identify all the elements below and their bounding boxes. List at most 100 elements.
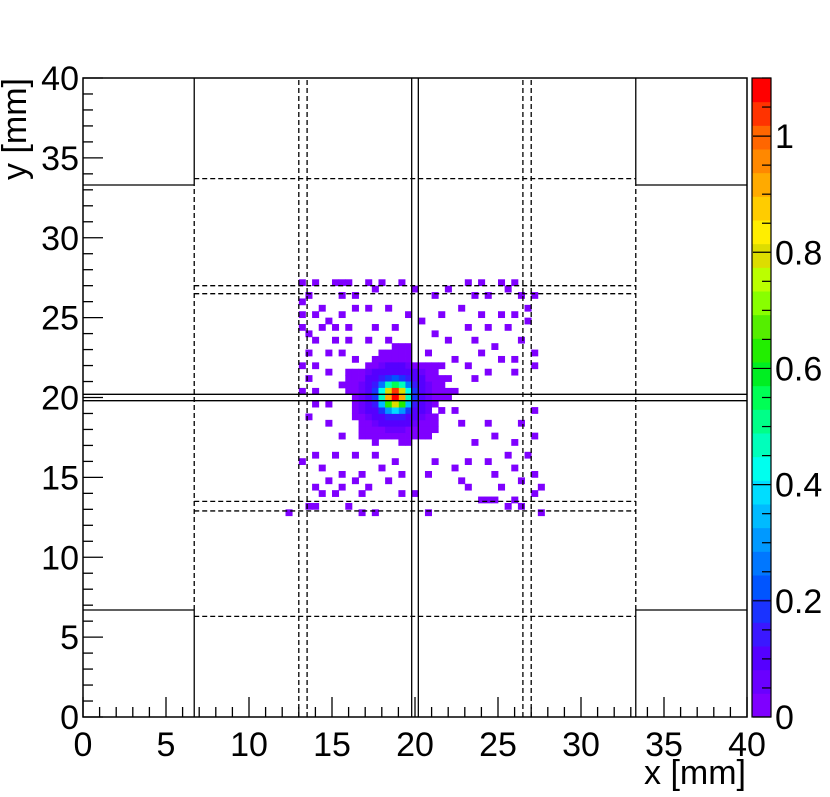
heatmap-bin	[424, 381, 432, 389]
heatmap-bin	[517, 502, 525, 510]
heatmap-bin	[504, 324, 512, 331]
colorbar-segment	[752, 78, 771, 103]
x-tick-label: 10	[230, 726, 268, 764]
heatmap-bin	[312, 451, 320, 459]
heatmap-bin	[391, 375, 399, 382]
heatmap-bin	[438, 375, 446, 382]
heatmap-bin	[305, 502, 313, 510]
heatmap-bin	[365, 419, 373, 427]
heatmap-bin	[325, 400, 333, 408]
heatmap-bin	[325, 368, 333, 376]
heatmap-bin	[451, 464, 459, 472]
heatmap-bin	[365, 368, 373, 376]
heatmap-bin	[398, 279, 406, 287]
heatmap-bin	[332, 451, 340, 459]
heatmap-bin	[411, 387, 419, 395]
heatmap-bin	[332, 490, 340, 497]
heatmap-bin	[484, 419, 492, 427]
x-tick-label: 15	[313, 726, 351, 764]
y-tick-label: 0	[60, 699, 79, 737]
heatmap-bin	[325, 477, 333, 485]
x-tick-label: 20	[396, 726, 434, 764]
heatmap-bin	[451, 355, 459, 363]
heatmap-bin	[351, 394, 359, 402]
heatmap-bin	[438, 387, 446, 395]
heatmap-bin	[365, 362, 373, 370]
colorbar-tick-label: 0.8	[775, 234, 822, 272]
heatmap-bin	[464, 324, 472, 331]
heatmap-bin	[458, 419, 466, 427]
heatmap-bin	[398, 470, 406, 478]
heatmap-bin	[371, 509, 379, 517]
colorbar-segment	[752, 243, 771, 268]
heatmap-bin	[365, 279, 373, 287]
heatmap-bin	[358, 419, 366, 427]
colorbar-segment	[752, 433, 771, 458]
heatmap-bin	[424, 413, 432, 421]
heatmap-bin	[378, 355, 386, 363]
y-tick-label: 5	[60, 619, 79, 657]
heatmap-bin	[431, 381, 439, 389]
heatmap-bin	[431, 413, 439, 421]
heatmap-bin	[431, 368, 439, 376]
heatmap-bin	[385, 362, 393, 370]
heatmap-bin	[391, 419, 399, 427]
heatmap-bin	[378, 279, 386, 287]
heatmap-bin	[471, 439, 479, 446]
heatmap-bin	[431, 292, 439, 299]
heatmap-bin	[358, 490, 366, 497]
heatmap-bin	[504, 502, 512, 510]
heatmap-bin	[305, 292, 313, 299]
heatmap-bin	[371, 324, 379, 331]
heatmap-bin	[378, 387, 386, 395]
heatmap-bin	[391, 362, 399, 370]
heatmap-bin	[405, 387, 413, 395]
heatmap-bin	[391, 432, 399, 440]
y-tick-label: 15	[41, 459, 79, 497]
heatmap-bin	[504, 285, 512, 293]
heatmap-bin	[531, 362, 539, 370]
colorbar-segment	[752, 338, 771, 363]
heatmap-bin	[371, 375, 379, 382]
heatmap-bin	[338, 432, 346, 440]
heatmap-bin	[378, 349, 386, 357]
heatmap-bin	[471, 292, 479, 299]
colorbar-segment	[752, 267, 771, 292]
heatmap-bin	[418, 413, 426, 421]
heatmap-bin	[451, 387, 459, 395]
heatmap-bin	[351, 304, 359, 312]
heatmap-bin	[491, 432, 499, 440]
heatmap-bin	[517, 477, 525, 485]
heatmap-bin	[411, 368, 419, 376]
heatmap-bin	[411, 407, 419, 414]
heatmap-bin	[444, 375, 452, 382]
heatmap-bin	[378, 413, 386, 421]
heatmap-bin	[531, 432, 539, 440]
heatmap-bin	[365, 483, 373, 491]
heatmap-bin	[358, 509, 366, 517]
y-tick-label: 35	[41, 140, 79, 178]
heatmap-bin	[438, 381, 446, 389]
heatmap-bin	[351, 375, 359, 382]
heatmap-bin	[365, 381, 373, 389]
heatmap-bin	[358, 368, 366, 376]
heatmap-bin	[358, 413, 366, 421]
heatmap-bin	[418, 375, 426, 382]
heatmap-bin	[345, 279, 353, 287]
heatmap-bin	[305, 349, 313, 357]
heatmap-bin	[411, 432, 419, 440]
heatmap-bin	[431, 400, 439, 408]
colorbar-segment	[752, 575, 771, 600]
heatmap-bin	[358, 470, 366, 478]
heatmap-bin	[444, 336, 452, 344]
heatmap-bin	[325, 349, 333, 357]
heatmap-bin	[531, 490, 539, 497]
heatmap-bin	[398, 419, 406, 427]
heatmap-bin	[332, 324, 340, 331]
heatmap-bin	[431, 387, 439, 395]
heatmap-bin	[332, 279, 340, 287]
colorbar-segment	[752, 551, 771, 576]
heatmap-bin	[298, 387, 306, 395]
heatmap-bin	[345, 387, 353, 395]
